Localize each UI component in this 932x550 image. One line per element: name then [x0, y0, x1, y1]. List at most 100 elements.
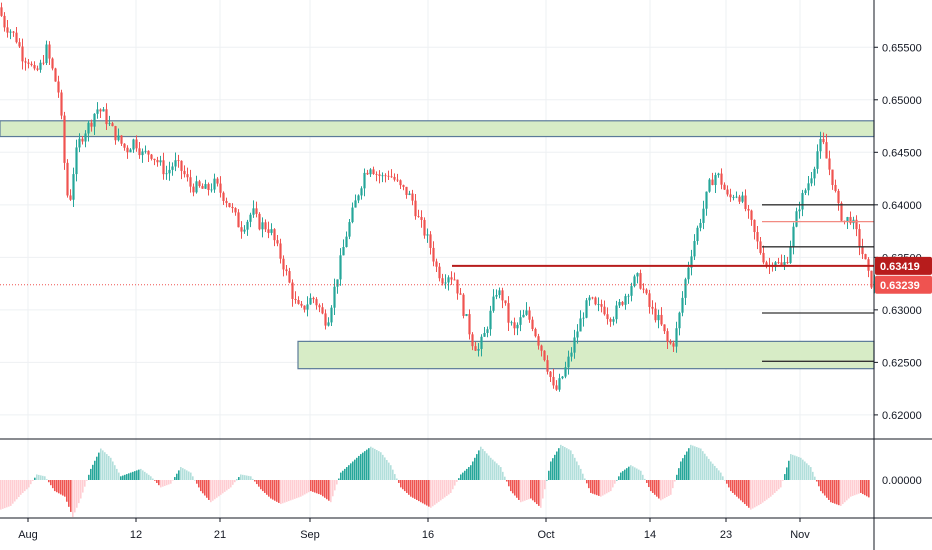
- histogram-bar: [640, 470, 642, 480]
- histogram-bar: [38, 474, 40, 480]
- candle-down: [549, 371, 552, 377]
- histogram-bar: [92, 464, 94, 480]
- histogram-bar: [330, 480, 332, 503]
- histogram-bar: [574, 457, 576, 480]
- histogram-bar: [84, 480, 86, 487]
- histogram-bar: [10, 480, 12, 506]
- histogram-bar: [16, 480, 18, 500]
- histogram-bar: [394, 474, 396, 480]
- candle-down: [180, 160, 183, 171]
- histogram-bar: [746, 480, 748, 506]
- candle-up: [708, 179, 711, 192]
- candle-down: [468, 314, 471, 335]
- candle-up: [846, 217, 849, 222]
- histogram-bar: [662, 480, 664, 500]
- histogram-bar: [590, 480, 592, 493]
- histogram-bar: [720, 472, 722, 480]
- histogram-bar: [582, 473, 584, 480]
- histogram-bar: [320, 480, 322, 495]
- candle-down: [711, 179, 714, 186]
- histogram-bar: [596, 480, 598, 496]
- histogram-bar: [370, 446, 372, 480]
- histogram-bar: [456, 480, 458, 482]
- histogram-bar: [780, 480, 782, 488]
- histogram-bar: [178, 470, 180, 480]
- candle-down: [504, 300, 507, 304]
- candle-up: [789, 246, 792, 263]
- zone-layer: [0, 120, 875, 370]
- candle-down: [105, 109, 108, 125]
- histogram-bar: [398, 480, 400, 483]
- histogram-bar: [204, 480, 206, 496]
- histogram-bar: [46, 479, 48, 480]
- histogram-bar: [198, 480, 200, 488]
- histogram-bar: [628, 466, 630, 480]
- candle-down: [639, 273, 642, 289]
- y-tick-label: 0.62500: [882, 357, 922, 369]
- candle-up: [675, 328, 678, 347]
- candle-up: [159, 160, 162, 163]
- histogram-bar: [212, 480, 214, 501]
- histogram-bar: [484, 451, 486, 480]
- candle-up: [618, 301, 621, 306]
- candle-down: [777, 262, 780, 264]
- histogram-bar: [816, 480, 818, 482]
- histogram-bar: [90, 468, 92, 480]
- candle-down: [747, 208, 750, 211]
- histogram-bar: [208, 480, 210, 500]
- histogram-bar: [188, 471, 190, 480]
- histogram-bar: [6, 480, 8, 508]
- histogram-bar: [472, 461, 474, 480]
- histogram-bar: [540, 480, 542, 508]
- histogram-bar: [158, 480, 160, 486]
- histogram-bar: [168, 480, 170, 485]
- candle-up: [444, 282, 447, 284]
- candle-up: [132, 139, 135, 150]
- candle-up: [681, 297, 684, 313]
- histogram-bar: [432, 480, 434, 507]
- histogram-bar: [728, 480, 730, 488]
- candle-down: [27, 62, 30, 64]
- histogram-bar: [534, 480, 536, 503]
- candle-up: [798, 209, 801, 212]
- candle-down: [474, 346, 477, 351]
- candle-down: [264, 222, 267, 230]
- histogram-bar: [66, 480, 68, 502]
- histogram-bar: [340, 472, 342, 480]
- candle-up: [735, 196, 738, 198]
- histogram-bar: [62, 480, 64, 496]
- candle-down: [423, 219, 426, 236]
- histogram-bar: [610, 480, 612, 492]
- histogram-bar: [354, 459, 356, 480]
- histogram-bar: [264, 480, 266, 493]
- histogram-bar: [486, 453, 488, 480]
- histogram-bar: [506, 480, 508, 482]
- candle-down: [228, 203, 231, 207]
- histogram-bar: [420, 480, 422, 503]
- histogram-bar: [750, 480, 752, 510]
- candle-down: [528, 310, 531, 320]
- candle-up: [795, 211, 798, 227]
- histogram-bar: [116, 468, 118, 480]
- histogram-bar: [624, 469, 626, 480]
- candle-down: [276, 240, 279, 244]
- candle-down: [729, 194, 732, 198]
- histogram-bar: [96, 456, 98, 480]
- candle-up: [78, 138, 81, 148]
- histogram-bar: [244, 475, 246, 480]
- histogram-bar: [564, 447, 566, 480]
- candle-up: [804, 190, 807, 194]
- histogram-bar: [512, 480, 514, 494]
- histogram-bar: [686, 451, 688, 480]
- histogram-bar: [132, 471, 134, 480]
- candle-up: [210, 189, 213, 191]
- candle-up: [630, 286, 633, 296]
- candle-up: [342, 247, 345, 256]
- histogram-bar: [594, 480, 596, 495]
- histogram-bar: [824, 480, 826, 496]
- candle-up: [348, 222, 351, 237]
- histogram-bar: [706, 456, 708, 480]
- histogram-bar: [422, 480, 424, 504]
- candle-down: [57, 81, 60, 93]
